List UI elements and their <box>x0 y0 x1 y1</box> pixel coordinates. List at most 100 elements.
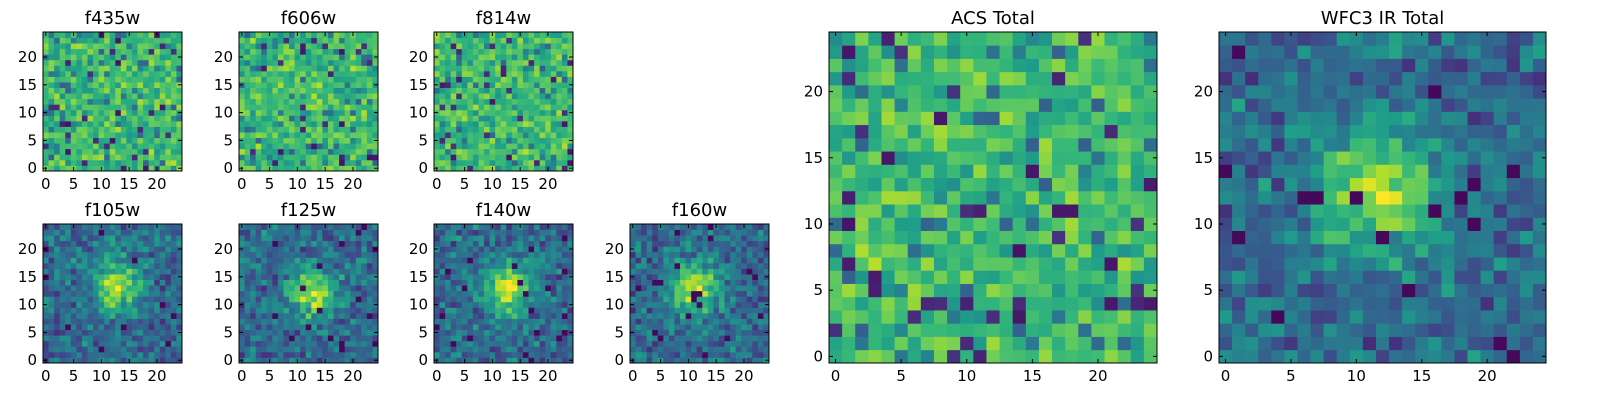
heatmap-cell <box>316 59 323 66</box>
heatmap-cell <box>333 43 340 50</box>
heatmap-cell <box>556 285 563 292</box>
heatmap-cell <box>283 324 290 331</box>
heatmap-cell <box>495 229 502 236</box>
heatmap-cell <box>1078 204 1092 218</box>
heatmap-cell <box>93 235 99 242</box>
heatmap-cell <box>718 257 725 264</box>
y-tick-label: 5 <box>27 131 37 149</box>
heatmap-cell <box>294 274 301 280</box>
heatmap-cell <box>244 54 251 61</box>
heatmap-cell <box>372 154 379 161</box>
heatmap-cell <box>361 165 368 172</box>
heatmap-cell <box>545 120 552 127</box>
heatmap-cell <box>467 48 474 55</box>
heatmap-cell <box>735 235 742 242</box>
heatmap-cell <box>137 335 144 342</box>
heatmap-cell <box>707 240 714 247</box>
heatmap-cell <box>489 290 496 297</box>
heatmap-cell <box>76 154 83 161</box>
heatmap-cell <box>170 104 177 111</box>
heatmap-cell <box>746 296 753 303</box>
heatmap-cell <box>48 257 55 264</box>
heatmap-cell <box>109 246 116 253</box>
heatmap-cell <box>724 318 731 325</box>
heatmap-cell <box>445 143 452 150</box>
heatmap-cell <box>1143 243 1158 258</box>
heatmap-cell <box>752 246 759 253</box>
heatmap-cell <box>244 318 251 325</box>
heatmap-cell <box>522 54 529 61</box>
heatmap-cell <box>81 126 88 133</box>
heatmap-cell <box>109 43 116 50</box>
heatmap-cell <box>506 257 513 264</box>
heatmap-cell <box>702 312 709 319</box>
heatmap-cell <box>641 335 648 342</box>
heatmap-cell <box>159 109 166 116</box>
heatmap-cell <box>93 32 99 38</box>
heatmap-cell <box>115 246 122 253</box>
heatmap-cell <box>500 235 507 242</box>
heatmap-cell <box>472 70 479 77</box>
heatmap-cell <box>1038 270 1053 284</box>
heatmap-cell <box>154 329 161 336</box>
heatmap-cell <box>517 262 524 269</box>
heatmap-cell <box>999 230 1014 245</box>
heatmap-cell <box>339 279 346 286</box>
heatmap-cell <box>539 224 546 230</box>
heatmap-cell <box>137 307 144 314</box>
heatmap-cell <box>239 235 245 242</box>
heatmap-cell <box>170 76 177 83</box>
heatmap-cell <box>104 329 111 336</box>
heatmap-cell <box>868 336 882 351</box>
heatmap-cell <box>48 312 55 319</box>
heatmap-cell <box>154 279 161 286</box>
heatmap-cell <box>350 351 357 358</box>
heatmap-cell <box>528 296 535 303</box>
heatmap-cell <box>641 229 648 236</box>
heatmap-cell <box>300 93 307 100</box>
heatmap-cell <box>294 137 301 144</box>
heatmap-cell <box>461 148 468 155</box>
heatmap-cell <box>137 268 144 275</box>
heatmap-cell <box>289 143 295 150</box>
heatmap-cell <box>131 126 138 133</box>
heatmap-cell <box>702 251 709 258</box>
heatmap-cell <box>724 351 731 358</box>
heatmap-cell <box>244 246 251 253</box>
heatmap-cell <box>445 301 452 308</box>
heatmap-cell <box>539 54 546 61</box>
heatmap-cell <box>511 335 518 342</box>
heatmap-cell <box>450 82 457 88</box>
heatmap-cell <box>372 312 379 319</box>
heatmap-cell <box>87 285 94 292</box>
heatmap-cell <box>333 126 340 133</box>
heatmap-cell <box>842 349 856 364</box>
heatmap-cell <box>456 285 463 292</box>
heatmap-cell <box>294 279 301 286</box>
heatmap-cell <box>757 324 764 331</box>
heatmap-cell <box>109 318 116 325</box>
heatmap-cell <box>104 335 111 342</box>
heatmap-cell <box>311 318 318 325</box>
heatmap-cell <box>461 290 468 297</box>
heatmap-cell <box>484 285 490 292</box>
heatmap-cell <box>366 76 373 83</box>
heatmap-cell <box>539 246 546 253</box>
heatmap-cell <box>93 346 99 353</box>
heatmap-cell <box>255 37 262 44</box>
heatmap-cell <box>81 285 88 292</box>
heatmap-cell <box>120 262 127 269</box>
heatmap-cell <box>283 307 290 314</box>
heatmap-cell <box>674 312 681 319</box>
heatmap-cell <box>735 340 742 347</box>
heatmap-cell <box>300 257 307 264</box>
heatmap-cell <box>741 229 748 236</box>
heatmap-cell <box>534 165 541 172</box>
heatmap-cell <box>668 279 675 286</box>
heatmap-cell <box>54 246 61 253</box>
heatmap-cell <box>467 346 474 353</box>
heatmap-cell <box>986 204 1000 218</box>
heatmap-cell <box>691 274 698 280</box>
heatmap-cell <box>87 54 94 61</box>
heatmap-cell <box>322 154 329 161</box>
